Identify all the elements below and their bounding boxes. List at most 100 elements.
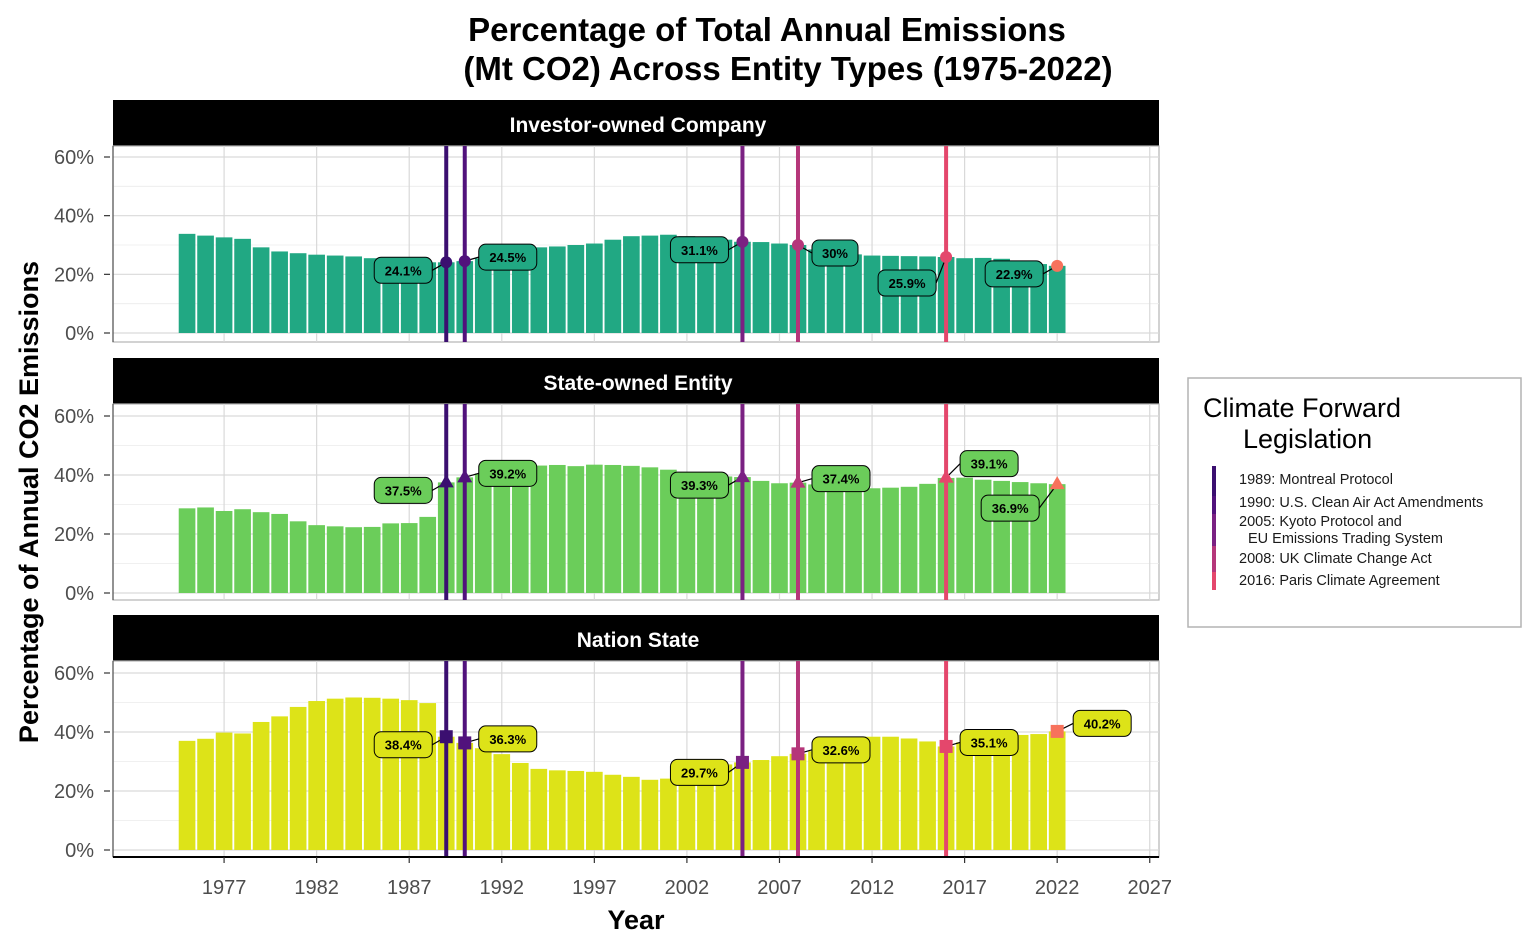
bar-2007: [771, 483, 788, 593]
bar-1996: [567, 466, 585, 593]
bar-1997: [586, 464, 603, 593]
annotation-box: [811, 736, 871, 764]
annotation-box: [811, 239, 859, 267]
bar-1984: [345, 697, 363, 850]
bar-2010: [826, 486, 844, 593]
bar-1976: [197, 738, 214, 850]
annotation-label: 39.1%: [971, 457, 1008, 472]
x-tick-label: 2027: [1127, 877, 1172, 899]
legend-label-2005: 2005: Kyoto Protocol and: [1239, 514, 1402, 530]
bar-2013: [882, 487, 899, 593]
bar-2012: [863, 736, 881, 850]
panel-strip-label: Investor-owned Company: [510, 114, 767, 137]
bar-2000: [641, 467, 659, 593]
annotation-box: [984, 260, 1044, 288]
marker-2016: [939, 739, 953, 753]
panel-strip-label: State-owned Entity: [543, 372, 732, 395]
marker-1989: [438, 474, 454, 488]
bar-1995: [548, 246, 566, 333]
bar-1992: [493, 252, 511, 333]
bar-2009: [808, 249, 825, 333]
annotation-label: 25.9%: [889, 276, 926, 291]
annotation-box: [478, 725, 538, 753]
marker-2022: [1050, 724, 1064, 738]
bar-2011: [845, 738, 862, 850]
bar-1985: [363, 526, 381, 593]
bar-2009: [808, 751, 825, 850]
bar-2010: [826, 252, 844, 333]
marker-1990: [458, 255, 471, 268]
bar-1986: [382, 523, 400, 593]
marker-2022: [1051, 259, 1064, 272]
y-tick-label: 60%: [54, 406, 94, 428]
panel-strip-label: Nation State: [577, 629, 700, 652]
annotation-label: 39.2%: [489, 466, 526, 481]
annotation-label: 22.9%: [996, 267, 1033, 282]
bar-1993: [511, 762, 529, 850]
bar-2000: [641, 235, 659, 333]
bar-2014: [900, 738, 918, 850]
bar-1999: [623, 465, 640, 593]
bar-1980: [271, 251, 288, 333]
bar-2007: [771, 756, 788, 850]
marker-2005: [734, 469, 750, 483]
chart-title-line-2: (Mt CO2) Across Entity Types (1975-2022): [463, 50, 1112, 87]
bar-1997: [586, 243, 603, 333]
bar-2001: [660, 469, 677, 593]
panel-strip: [113, 100, 1159, 146]
bar-1979: [252, 247, 270, 333]
annotation-label: 37.4%: [823, 472, 860, 487]
bar-1991: [474, 473, 492, 593]
bar-2006: [752, 760, 770, 850]
annotation-label: 30%: [822, 246, 848, 261]
annotation-box: [877, 269, 937, 297]
annotation-label: 24.5%: [489, 250, 526, 265]
bar-2001: [660, 778, 677, 850]
bar-1978: [234, 733, 251, 850]
bar-1983: [326, 255, 344, 333]
y-tick-label: 20%: [54, 781, 94, 803]
bar-1982: [308, 254, 325, 333]
bar-1978: [234, 509, 251, 593]
bar-1992: [493, 469, 511, 593]
bar-2018: [974, 740, 992, 850]
x-tick-label: 1997: [572, 877, 617, 899]
annotation-box: [669, 758, 729, 786]
annotation-box: [669, 236, 729, 264]
bar-2014: [900, 486, 918, 593]
bar-1997: [586, 771, 603, 850]
bar-1998: [604, 464, 622, 593]
bar-1999: [623, 776, 640, 850]
bar-1982: [308, 701, 325, 850]
bar-1976: [197, 235, 214, 333]
bar-1998: [604, 239, 622, 333]
bar-1977: [215, 510, 233, 593]
chart-title-line-1: Percentage of Total Annual Emissions: [468, 11, 1066, 48]
y-tick-label: 0%: [65, 583, 94, 605]
marker-2016: [940, 251, 953, 264]
y-tick-label: 40%: [54, 465, 94, 487]
annotation-label: 40.2%: [1084, 716, 1121, 731]
annotation-label: 36.9%: [992, 501, 1029, 516]
annotation-box: [373, 256, 433, 284]
bar-1999: [623, 236, 640, 333]
bar-1980: [271, 716, 288, 850]
annotation-box: [478, 243, 538, 271]
bar-1977: [215, 237, 233, 333]
bar-1975: [178, 508, 196, 593]
bar-1995: [548, 464, 566, 593]
y-tick-label: 0%: [65, 840, 94, 862]
bar-1981: [289, 253, 307, 333]
bar-1994: [530, 768, 548, 850]
annotation-label: 38.4%: [385, 738, 422, 753]
marker-2008: [791, 239, 804, 251]
legend-label-1989: 1989: Montreal Protocol: [1239, 472, 1393, 488]
x-tick-label: 2007: [757, 877, 802, 899]
annotation-label: 29.7%: [681, 765, 718, 780]
bar-1983: [326, 526, 344, 593]
bar-1979: [252, 721, 270, 850]
bar-2004: [715, 476, 733, 593]
panel-investor-owned-company: Investor-owned Company 0% 20% 40% 60% 24.1% 24…: [54, 100, 1160, 345]
